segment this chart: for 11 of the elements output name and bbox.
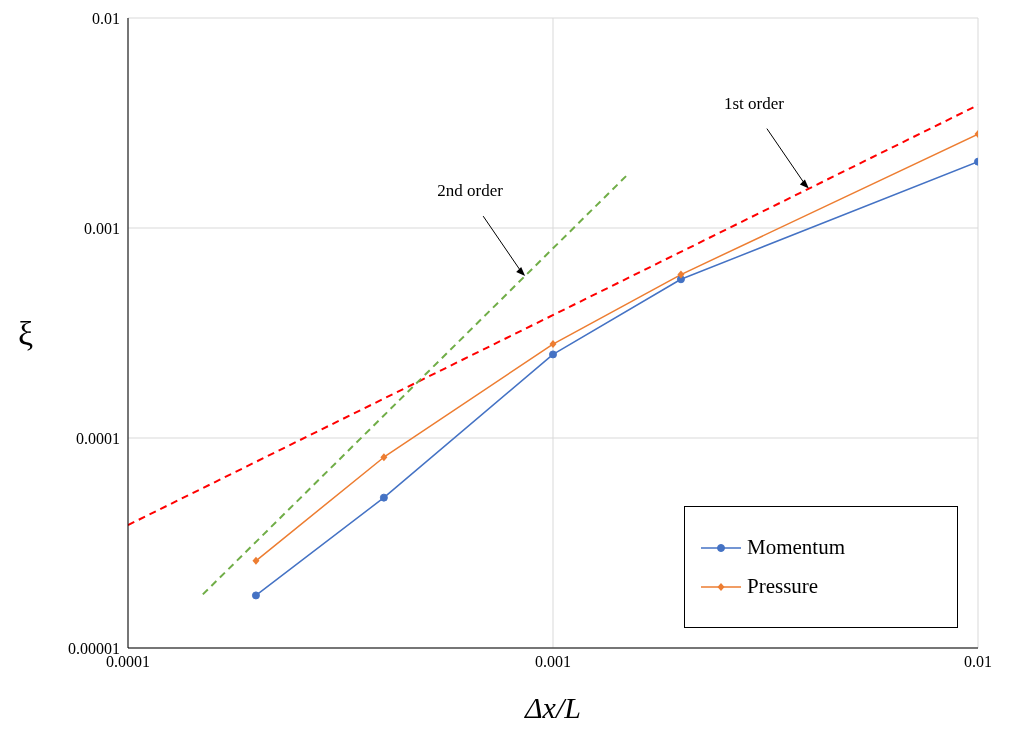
x-tick-label: 0.001: [535, 653, 571, 671]
x-axis-title: Δx/L: [524, 691, 581, 724]
annotation: 1st order: [723, 93, 785, 113]
y-tick-label: 0.001: [84, 219, 120, 237]
annotation: 2nd order: [437, 181, 504, 201]
legend-label: Momentum: [747, 535, 845, 560]
x-tick-label: 0.01: [964, 653, 992, 671]
y-axis-title: ξ: [18, 315, 34, 353]
y-tick-label: 0.0001: [76, 429, 120, 447]
y-tick-label: 0.01: [92, 9, 120, 27]
legend-label: Pressure: [747, 574, 819, 599]
